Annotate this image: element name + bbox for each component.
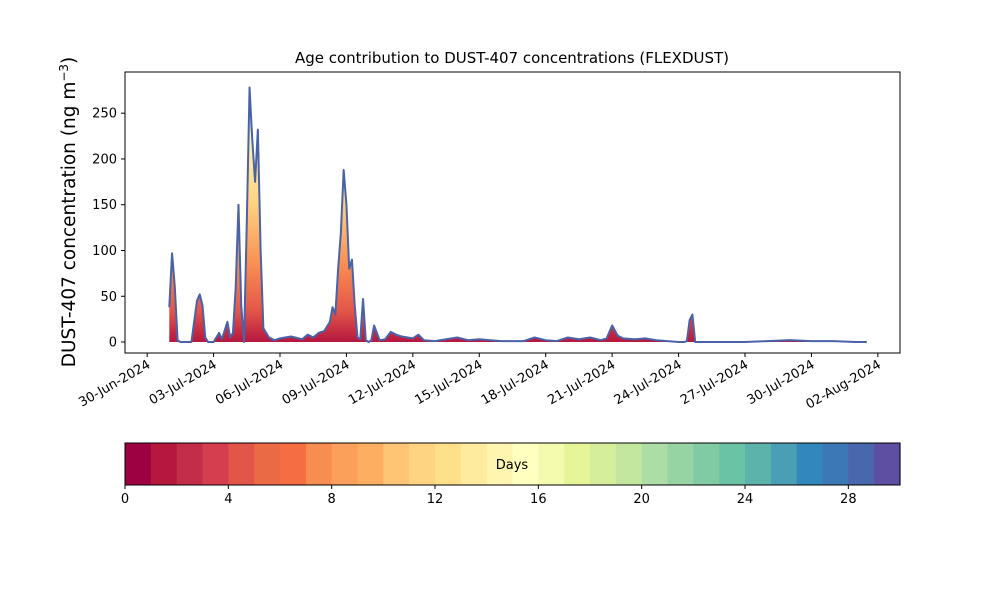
- colorbar-tick-label: 28: [840, 492, 857, 507]
- age-stack-area: [169, 87, 867, 343]
- colorbar-cell: [331, 443, 359, 485]
- colorbar-cells: [125, 443, 901, 485]
- x-tick-label: 21-Jul-2024: [545, 357, 618, 408]
- colorbar-tick-label: 4: [224, 492, 232, 507]
- y-axis-label-unit-sup: −3: [57, 64, 71, 82]
- colorbar-cell: [254, 443, 281, 485]
- colorbar-cell: [383, 443, 410, 485]
- total-series-line: [168, 86, 867, 344]
- total-series-line-group: [168, 86, 867, 344]
- colorbar-cell: [409, 443, 436, 485]
- x-tick-label: 15-Jul-2024: [412, 357, 485, 408]
- y-tick-label: 0: [109, 336, 117, 351]
- colorbar-tick-label: 12: [427, 492, 444, 507]
- colorbar-cell: [460, 443, 488, 485]
- colorbar-tick-label: 16: [530, 492, 547, 507]
- y-tick-label: 150: [92, 198, 117, 213]
- x-tick-label: 06-Jul-2024: [213, 357, 286, 408]
- colorbar-cell: [822, 443, 849, 485]
- x-tick-label: 27-Jul-2024: [678, 357, 751, 408]
- x-tick-label: 12-Jul-2024: [346, 357, 419, 408]
- x-tick-label: 18-Jul-2024: [479, 357, 552, 408]
- colorbar-cell: [874, 443, 901, 485]
- colorbar-cell: [848, 443, 875, 485]
- colorbar-cell: [435, 443, 462, 485]
- colorbar-cell: [228, 443, 255, 485]
- colorbar-cell: [719, 443, 746, 485]
- colorbar-tick-label: 24: [737, 492, 754, 507]
- colorbar-tick-label: 8: [328, 492, 336, 507]
- colorbar-ticks: 0 4 8 12 16 20 24 28: [121, 485, 857, 507]
- y-axis-label: DUST-407 concentration (ng m−3): [57, 57, 80, 368]
- chart-title: Age contribution to DUST-407 concentrati…: [295, 49, 729, 67]
- colorbar-cell: [796, 443, 824, 485]
- y-axis-ticks: 0 50 100 150 200 250: [92, 107, 125, 351]
- plot-frame: [124, 71, 901, 354]
- y-axis-label-main: DUST-407 concentration (ng m: [59, 82, 80, 368]
- colorbar-cell: [280, 443, 307, 485]
- colorbar-cell: [667, 443, 694, 485]
- colorbar-tick-label: 0: [121, 492, 129, 507]
- y-tick-label: 50: [100, 290, 117, 305]
- colorbar-cell: [590, 443, 617, 485]
- colorbar-cell: [641, 443, 669, 485]
- colorbar-cell: [202, 443, 229, 485]
- colorbar-cell: [150, 443, 178, 485]
- colorbar: Days 0 4 8 12 16 20 24 28: [121, 442, 901, 507]
- y-tick-label: 100: [92, 244, 117, 259]
- colorbar-frame: [124, 442, 901, 486]
- colorbar-cell: [305, 443, 333, 485]
- x-tick-label: 02-Aug-2024: [804, 357, 884, 412]
- x-tick-label: 03-Jul-2024: [147, 357, 220, 408]
- colorbar-cell: [176, 443, 204, 485]
- x-tick-label: 30-Jun-2024: [76, 357, 153, 410]
- plot-area: 0 50 100 150 200 250 30-Jun-202403-Jul-202406…: [76, 71, 901, 413]
- colorbar-cell: [486, 443, 514, 485]
- colorbar-cell: [770, 443, 798, 485]
- colorbar-cell: [615, 443, 643, 485]
- colorbar-cell: [564, 443, 591, 485]
- colorbar-cell: [512, 443, 539, 485]
- colorbar-cell: [745, 443, 772, 485]
- y-tick-label: 250: [92, 107, 117, 122]
- colorbar-cell: [125, 443, 152, 485]
- colorbar-cell: [693, 443, 720, 485]
- colorbar-label: Days: [496, 458, 529, 473]
- x-axis-ticks: 30-Jun-202403-Jul-202406-Jul-202409-Jul-…: [76, 353, 884, 413]
- colorbar-tick-label: 20: [633, 492, 650, 507]
- x-tick-label: 09-Jul-2024: [280, 357, 353, 408]
- y-tick-label: 200: [92, 152, 117, 167]
- y-axis-label-close: ): [59, 57, 80, 64]
- stacked-age-fill: [169, 87, 867, 343]
- colorbar-cell: [538, 443, 565, 485]
- colorbar-cell: [357, 443, 384, 485]
- x-tick-label: 24-Jul-2024: [612, 357, 685, 408]
